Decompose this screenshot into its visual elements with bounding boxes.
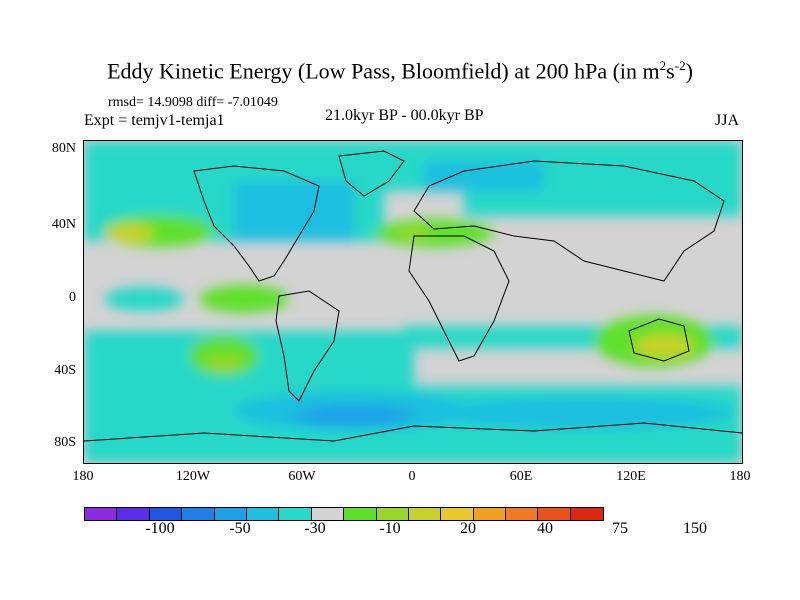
- colorbar-swatch: [214, 508, 247, 520]
- colorbar-label: 150: [683, 520, 707, 537]
- colorbar-swatch: [279, 508, 312, 520]
- experiment-label: Expt = temjv1-temja1: [84, 112, 225, 129]
- period-label: 21.0kyr BP - 00.0kyr BP: [325, 107, 484, 124]
- lon-label-60w: 60W: [288, 469, 316, 484]
- colorbar-swatch: [408, 508, 442, 520]
- lat-label-40n: 40N: [51, 217, 76, 232]
- season-label: JJA: [715, 112, 740, 129]
- lat-label-40s: 40S: [54, 363, 76, 378]
- lon-label-180e: 180: [729, 469, 751, 484]
- map-panel: [83, 140, 743, 464]
- lat-label-80n: 80N: [51, 141, 76, 156]
- colorbar-swatch: [506, 508, 539, 520]
- page-title: Eddy Kinetic Energy (Low Pass, Bloomfiel…: [107, 58, 693, 84]
- anomaly-map: [83, 141, 743, 463]
- colorbar-swatch: [311, 508, 345, 520]
- colorbar-swatch: [570, 508, 604, 520]
- colorbar-swatch: [182, 508, 215, 520]
- colorbar-swatch: [117, 508, 150, 520]
- colorbar-label: 40: [537, 520, 553, 537]
- colorbar-label: 20: [460, 520, 476, 537]
- colorbar-swatch: [376, 508, 409, 520]
- colorbar-label: 75: [612, 520, 628, 537]
- colorbar-label: -50: [229, 520, 251, 537]
- lat-label-eq: 0: [69, 290, 76, 305]
- colorbar: [84, 507, 605, 521]
- colorbar-label: -30: [304, 520, 326, 537]
- lat-label-80s: 80S: [54, 435, 76, 450]
- colorbar-swatch: [473, 508, 507, 520]
- colorbar-swatch: [344, 508, 377, 520]
- colorbar-label: -10: [379, 520, 401, 537]
- lon-label-120w: 120W: [175, 469, 211, 484]
- lon-label-60e: 60E: [509, 469, 533, 484]
- lon-label-120e: 120E: [616, 469, 646, 484]
- colorbar-swatch: [85, 508, 118, 520]
- colorbar-label: -100: [145, 520, 175, 537]
- stats-label: rmsd= 14.9098 diff= -7.01049: [108, 95, 278, 110]
- colorbar-swatch: [246, 508, 280, 520]
- colorbar-swatch: [441, 508, 474, 520]
- lon-label-0: 0: [408, 469, 416, 484]
- colorbar-swatch: [538, 508, 571, 520]
- lon-label-180w: 180: [72, 469, 94, 484]
- colorbar-swatch: [149, 508, 183, 520]
